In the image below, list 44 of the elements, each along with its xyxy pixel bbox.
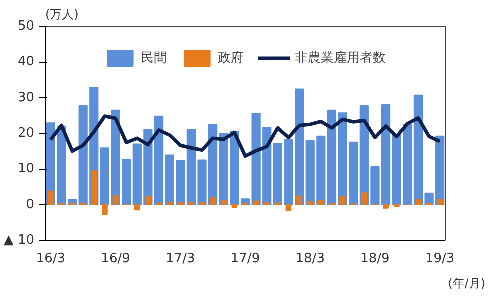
y-axis-title: (万人): [46, 8, 79, 22]
bar: [210, 198, 216, 206]
bar: [253, 200, 260, 206]
bar: [340, 196, 346, 206]
bar: [102, 204, 108, 215]
legend-label: 政府: [218, 50, 244, 67]
line-series: [49, 114, 442, 158]
x-tick-label: 19/3: [426, 252, 455, 266]
x-tick-label: 17/9: [230, 252, 260, 266]
legend-label: 非農業雇用者数: [295, 50, 386, 67]
y-tick-label: 50: [18, 19, 35, 34]
y-tick-label: 0: [26, 197, 35, 212]
bar: [394, 204, 400, 208]
bar: [188, 202, 194, 206]
y-tick-label: 40: [18, 54, 35, 70]
bar: [166, 202, 173, 206]
y-tick-label: ▲ 10: [4, 233, 34, 248]
x-tick-label: 16/3: [36, 252, 66, 266]
y-tick-label: 10: [18, 162, 35, 177]
bar: [361, 192, 368, 206]
bar: [134, 204, 140, 211]
bar: [383, 204, 389, 209]
bar: [220, 200, 227, 206]
bar: [145, 196, 152, 206]
bar: [91, 170, 98, 206]
x-tick-label: 18/3: [296, 252, 325, 266]
y-tick-label: 20: [18, 126, 35, 141]
bar: [112, 195, 119, 206]
x-axis-title: (年/月): [448, 276, 486, 290]
bar: [178, 202, 184, 206]
y-tick-label: 30: [18, 90, 35, 106]
x-tick-label: 18/9: [360, 252, 390, 266]
x-tick-label: 17/3: [166, 252, 196, 266]
bar: [296, 196, 302, 206]
bar: [232, 204, 238, 208]
bar: [416, 199, 422, 206]
bar: [264, 202, 270, 206]
bar: [437, 199, 444, 206]
x-tick-label: 16/9: [101, 252, 130, 266]
legend-label: 民間: [141, 50, 167, 67]
bar: [318, 200, 324, 206]
bar: [286, 204, 292, 212]
bar: [48, 190, 54, 206]
bar: [307, 201, 314, 206]
